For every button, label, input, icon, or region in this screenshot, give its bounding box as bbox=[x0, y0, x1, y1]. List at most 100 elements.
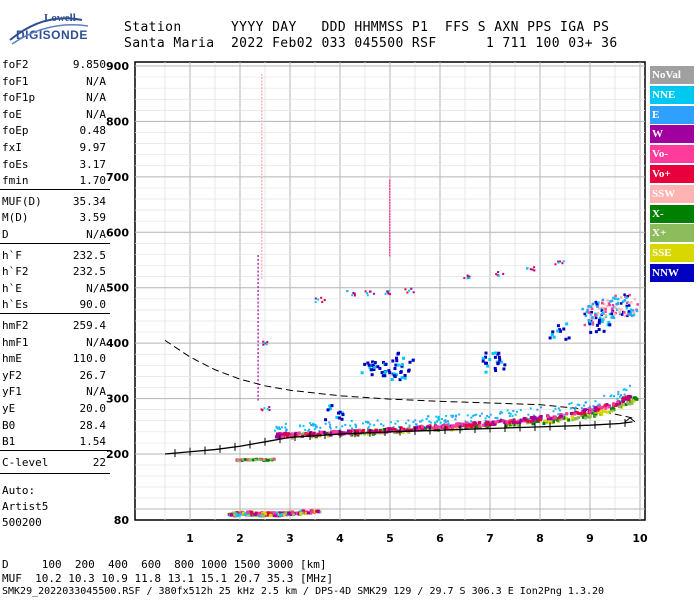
echo-point-oblique bbox=[623, 299, 627, 302]
param-row: h`Es 90.0 bbox=[2, 298, 108, 313]
echo-point-o bbox=[624, 395, 628, 399]
param-row: hmF2 259.4 bbox=[2, 319, 108, 334]
echo-point-oblique bbox=[607, 302, 611, 305]
echo-point-nnw bbox=[597, 318, 601, 322]
echo-point-o bbox=[629, 395, 633, 399]
echo-point-x bbox=[512, 423, 516, 427]
echo-streak bbox=[389, 232, 391, 235]
echo-point-nne bbox=[554, 407, 557, 410]
echo-point-misc bbox=[366, 294, 369, 297]
param-row: D N/A bbox=[2, 228, 108, 243]
echo-point-nne bbox=[309, 422, 312, 425]
echo-point-o bbox=[309, 431, 313, 435]
echo-point-oblique bbox=[601, 311, 605, 315]
echo-streak bbox=[257, 390, 259, 393]
echo-point-oblique bbox=[613, 297, 617, 300]
echo-point-oblique bbox=[610, 310, 614, 314]
echo-streak bbox=[257, 336, 259, 339]
echo-point-es bbox=[265, 513, 269, 517]
echo-point-nne bbox=[576, 403, 579, 406]
echo-point-oblique bbox=[585, 310, 589, 314]
echo-point-nne bbox=[580, 407, 583, 410]
echo-point-x bbox=[476, 425, 480, 429]
echo-streak bbox=[261, 183, 263, 186]
echo-point-misc bbox=[412, 291, 415, 294]
echo-point-oblique bbox=[593, 316, 597, 319]
echo-point-misc bbox=[389, 293, 392, 296]
echo-point-nnw bbox=[329, 407, 333, 411]
legend-item-ssw: SSW bbox=[650, 184, 694, 203]
echo-point-nne bbox=[445, 414, 448, 417]
echo-streak bbox=[389, 190, 391, 193]
echo-point-nne bbox=[434, 422, 437, 425]
echo-point-oblique bbox=[598, 316, 602, 320]
echo-point-oblique bbox=[603, 316, 606, 320]
echo-point-nnw bbox=[338, 410, 342, 414]
echo-point-o bbox=[539, 417, 543, 421]
echo-point-nne bbox=[443, 422, 446, 425]
legend-item-sse: SSE bbox=[650, 244, 694, 263]
echo-point-o bbox=[622, 399, 626, 403]
echo-streak bbox=[261, 103, 263, 106]
echo-point-nne bbox=[289, 432, 292, 435]
echo-point-x bbox=[577, 416, 581, 420]
echo-point-o bbox=[531, 418, 535, 422]
echo-point-o bbox=[533, 416, 537, 420]
auto-label: Auto: bbox=[2, 484, 36, 497]
legend-item-vo: Vo- bbox=[650, 145, 694, 164]
echo-point-nne bbox=[438, 418, 441, 421]
echo-point-nnw bbox=[484, 355, 488, 359]
echo-streak bbox=[261, 180, 263, 183]
param-name: MUF(D) bbox=[2, 194, 42, 208]
echo-point-nne bbox=[620, 394, 623, 397]
echo-point-x bbox=[624, 402, 628, 406]
echo-point-oblique bbox=[623, 311, 626, 314]
echo-point-oblique bbox=[632, 313, 636, 317]
param-value: 259.4 bbox=[72, 319, 106, 332]
echo-point-es bbox=[318, 510, 322, 514]
echo-point-es2 bbox=[235, 458, 238, 462]
echo-point-nnw bbox=[337, 411, 341, 415]
echo-point-oblique bbox=[591, 323, 595, 326]
echo-point-nne bbox=[355, 426, 358, 429]
echo-point-oblique bbox=[613, 312, 616, 316]
echo-streak bbox=[389, 207, 391, 210]
echo-point-oblique bbox=[616, 297, 620, 301]
echo-point-misc bbox=[321, 300, 324, 303]
echo-streak bbox=[261, 83, 263, 86]
echo-point-o bbox=[388, 427, 392, 431]
echo-point-oblique bbox=[619, 296, 623, 299]
echo-point-nne bbox=[328, 426, 331, 429]
echo-point-o bbox=[335, 430, 339, 434]
echo-point-nne bbox=[623, 388, 626, 391]
echo-point-o bbox=[477, 424, 481, 428]
echo-point-nne bbox=[418, 420, 421, 423]
echo-point-misc bbox=[529, 268, 532, 271]
echo-point-x bbox=[558, 418, 562, 422]
param-name: foF1 bbox=[2, 74, 29, 88]
echo-point-o bbox=[393, 427, 397, 431]
echo-point-oblique bbox=[589, 322, 593, 326]
echo-point-o bbox=[434, 425, 438, 429]
echo-point-o bbox=[478, 421, 482, 425]
echo-point-nne bbox=[508, 415, 511, 418]
echo-point-o bbox=[484, 421, 488, 425]
auto-artist-label: Artist5 bbox=[2, 500, 49, 513]
echo-point-nne bbox=[499, 410, 502, 413]
echo-point-nne bbox=[480, 412, 483, 415]
echo-point-o bbox=[530, 416, 534, 420]
echo-point-x bbox=[424, 426, 428, 430]
echo-streak bbox=[257, 359, 259, 362]
echo-point-nnw bbox=[394, 363, 398, 367]
echo-point-misc bbox=[372, 292, 375, 295]
echo-point-o bbox=[402, 427, 406, 431]
muf-line: MUF 10.2 10.3 10.9 11.8 13.1 15.1 20.7 3… bbox=[2, 572, 334, 585]
echo-streak bbox=[257, 394, 259, 397]
echo-point-oblique bbox=[608, 312, 612, 316]
echo-streak bbox=[261, 163, 263, 166]
param-row: yE 20.0 bbox=[2, 402, 108, 417]
echo-point-x bbox=[552, 420, 556, 424]
param-value: 3.17 bbox=[79, 157, 107, 171]
echo-point-nnw bbox=[497, 351, 501, 355]
y-tick-label: 800 bbox=[106, 115, 129, 128]
